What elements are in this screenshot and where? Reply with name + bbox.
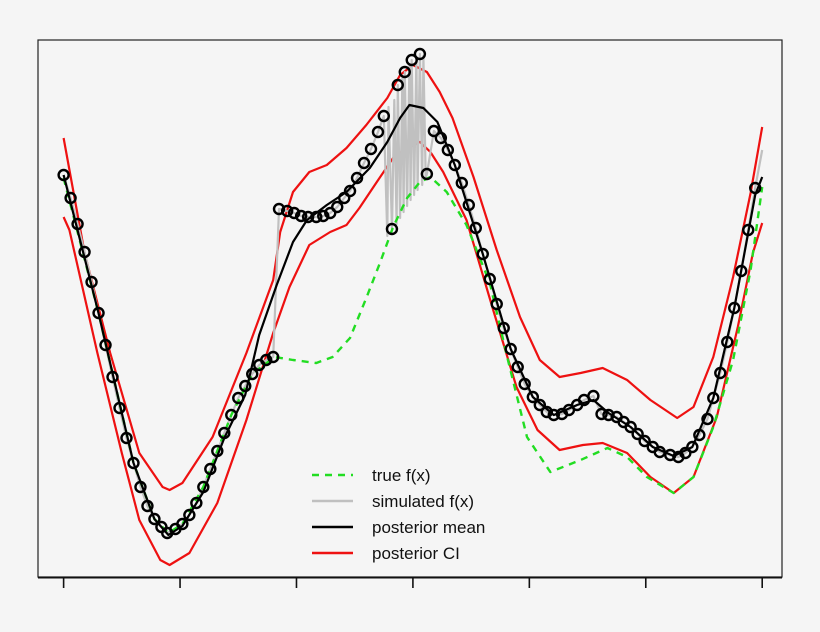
data-point bbox=[190, 496, 203, 510]
data-point bbox=[497, 321, 510, 335]
data-point bbox=[127, 456, 140, 470]
data-point bbox=[176, 517, 189, 531]
data-point bbox=[183, 508, 196, 522]
simulated-line bbox=[62, 52, 764, 535]
data-point bbox=[266, 350, 280, 364]
data-point bbox=[483, 272, 496, 286]
data-point bbox=[413, 47, 427, 61]
data-point bbox=[211, 444, 224, 458]
data-point bbox=[371, 125, 385, 139]
data-point bbox=[735, 264, 748, 278]
data-point bbox=[638, 434, 651, 448]
x-axis-ticks bbox=[62, 577, 764, 588]
legend-label-simulated: simulated f(x) bbox=[372, 492, 474, 511]
data-point bbox=[721, 335, 734, 349]
series-layer bbox=[62, 52, 764, 567]
data-point bbox=[57, 168, 70, 182]
data-point bbox=[280, 204, 294, 218]
data-point bbox=[749, 181, 762, 195]
data-point bbox=[602, 408, 615, 422]
data-point bbox=[742, 223, 755, 237]
data-point bbox=[595, 407, 608, 421]
data-point bbox=[246, 367, 259, 381]
data-point bbox=[141, 499, 154, 513]
data-point bbox=[225, 408, 238, 422]
data-point bbox=[707, 391, 720, 405]
data-point bbox=[526, 390, 540, 404]
data-point bbox=[504, 342, 517, 356]
data-point bbox=[64, 191, 77, 205]
legend-label-ci: posterior CI bbox=[372, 544, 460, 563]
data-point bbox=[391, 78, 404, 92]
data-point bbox=[78, 245, 91, 259]
data-point bbox=[469, 221, 482, 235]
data-point bbox=[624, 420, 637, 434]
data-point bbox=[490, 297, 503, 311]
data-point bbox=[310, 210, 323, 224]
data-point bbox=[324, 206, 337, 220]
data-point bbox=[405, 53, 418, 67]
data-point bbox=[448, 158, 462, 172]
data-point bbox=[272, 202, 286, 216]
data-point bbox=[540, 405, 554, 419]
data-point bbox=[197, 480, 210, 494]
data-point bbox=[343, 184, 357, 198]
data-point bbox=[350, 171, 364, 185]
data-point bbox=[377, 109, 391, 123]
data-point bbox=[693, 428, 706, 442]
data-point bbox=[455, 176, 469, 190]
legend-label-true: true f(x) bbox=[372, 466, 431, 485]
data-point bbox=[294, 209, 308, 223]
data-point bbox=[204, 462, 217, 476]
data-point bbox=[120, 431, 133, 445]
data-point bbox=[434, 131, 448, 145]
data-point bbox=[287, 206, 301, 220]
data-point bbox=[364, 142, 378, 156]
data-point bbox=[664, 448, 677, 462]
data-point bbox=[427, 124, 441, 138]
data-point bbox=[317, 209, 330, 223]
data-point bbox=[679, 446, 692, 460]
data-point bbox=[701, 412, 714, 426]
data-point bbox=[631, 427, 644, 441]
data-point bbox=[218, 426, 231, 440]
data-point bbox=[462, 198, 475, 212]
data-point bbox=[533, 398, 547, 412]
data-points bbox=[57, 47, 762, 540]
data-point bbox=[92, 306, 105, 320]
data-point bbox=[476, 247, 489, 261]
data-point bbox=[331, 200, 344, 214]
data-point bbox=[113, 401, 126, 415]
data-point bbox=[420, 167, 434, 181]
data-point bbox=[728, 301, 741, 315]
data-point bbox=[85, 275, 98, 289]
data-point bbox=[441, 143, 455, 157]
data-point bbox=[547, 408, 560, 422]
data-point bbox=[134, 480, 147, 494]
data-point bbox=[260, 353, 273, 367]
data-point bbox=[148, 512, 161, 526]
data-point bbox=[71, 217, 84, 231]
data-point bbox=[106, 370, 119, 384]
data-point bbox=[232, 391, 245, 405]
data-point bbox=[385, 222, 399, 236]
data-point bbox=[714, 366, 727, 380]
true-line bbox=[62, 175, 764, 535]
data-point bbox=[99, 338, 112, 352]
data-point bbox=[518, 377, 531, 391]
legend-label-mean: posterior mean bbox=[372, 518, 485, 537]
data-point bbox=[511, 360, 524, 374]
legend: true f(x) simulated f(x) posterior mean … bbox=[312, 466, 485, 563]
data-point bbox=[301, 210, 315, 224]
data-point bbox=[239, 379, 252, 393]
data-point bbox=[653, 445, 666, 459]
data-point bbox=[686, 440, 699, 454]
data-point bbox=[398, 65, 411, 79]
data-point bbox=[587, 389, 600, 403]
data-point bbox=[357, 156, 371, 170]
